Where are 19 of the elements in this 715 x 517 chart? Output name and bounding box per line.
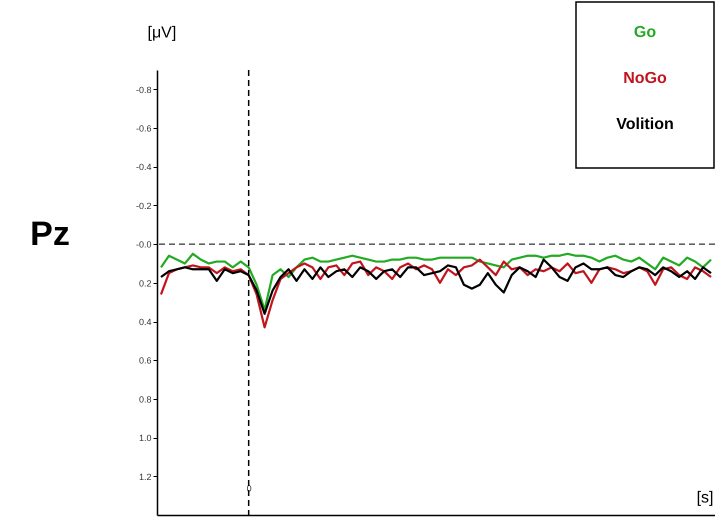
y-tick-label: 0.8: [138, 394, 152, 404]
x-axis-title: [s]: [696, 490, 714, 506]
y-tick-label: -0.0: [136, 240, 152, 250]
text: Go: [634, 24, 656, 41]
y-tick-label: -0.4: [136, 162, 152, 172]
text: Pz: [30, 215, 70, 253]
y-tick-label: -0.8: [136, 84, 152, 95]
y-tick-label: 1.2: [138, 472, 152, 482]
y-tick-label: 0.2: [138, 278, 152, 288]
y-tick-label: 1.0: [138, 433, 152, 444]
y-tick-label: -0.6: [136, 124, 152, 134]
text: Volition: [616, 116, 674, 133]
y-tick-label: 0.4: [138, 317, 152, 328]
y-tick-label: 0.6: [138, 356, 152, 366]
line-series: [160, 258, 712, 328]
y-tick-label: -0.2: [136, 200, 152, 211]
y-axis-title: [μV]: [148, 24, 176, 42]
line-series: [160, 252, 712, 312]
text: NoGo: [623, 70, 667, 87]
